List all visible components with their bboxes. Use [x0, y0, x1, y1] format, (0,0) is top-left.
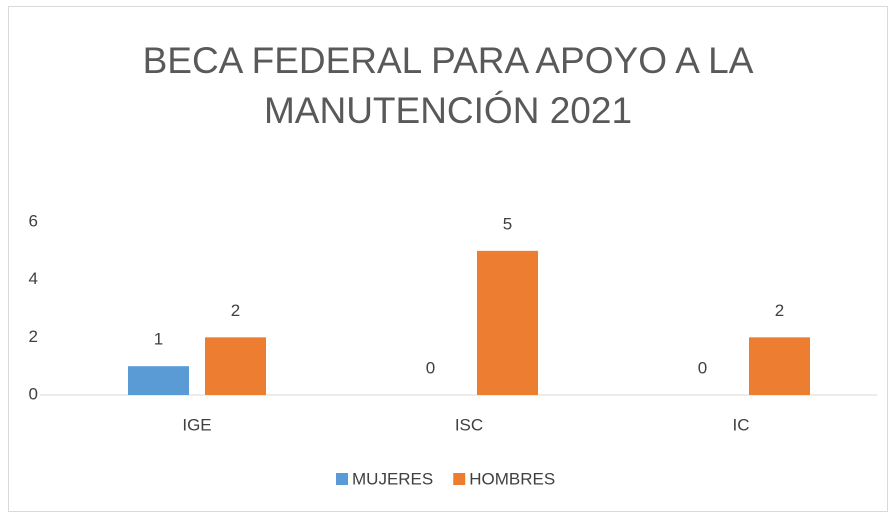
y-tick-label: 4: [29, 269, 38, 288]
legend-swatch: [336, 473, 348, 485]
x-tick-label: IGE: [182, 415, 211, 434]
legend-label: HOMBRES: [469, 469, 555, 488]
y-tick-label: 6: [29, 211, 38, 230]
data-label: 5: [503, 214, 512, 233]
x-tick-label: ISC: [455, 415, 483, 434]
bar: [205, 337, 266, 395]
bar: [749, 337, 810, 395]
data-label: 0: [426, 358, 435, 377]
legend-swatch: [453, 473, 466, 485]
y-tick-label: 0: [29, 384, 38, 403]
chart-border: [8, 6, 888, 512]
x-tick-label: IC: [733, 415, 750, 434]
y-tick-label: 2: [29, 327, 38, 346]
data-label: 2: [231, 301, 240, 320]
bar: [477, 250, 538, 395]
legend-label: MUJERES: [352, 469, 433, 488]
bar: [128, 366, 189, 395]
data-label: 2: [775, 301, 784, 320]
data-label: 1: [154, 330, 163, 349]
chart-title: BECA FEDERAL PARA APOYO A LA MANUTENCIÓN…: [142, 40, 754, 131]
data-label: 0: [698, 358, 707, 377]
